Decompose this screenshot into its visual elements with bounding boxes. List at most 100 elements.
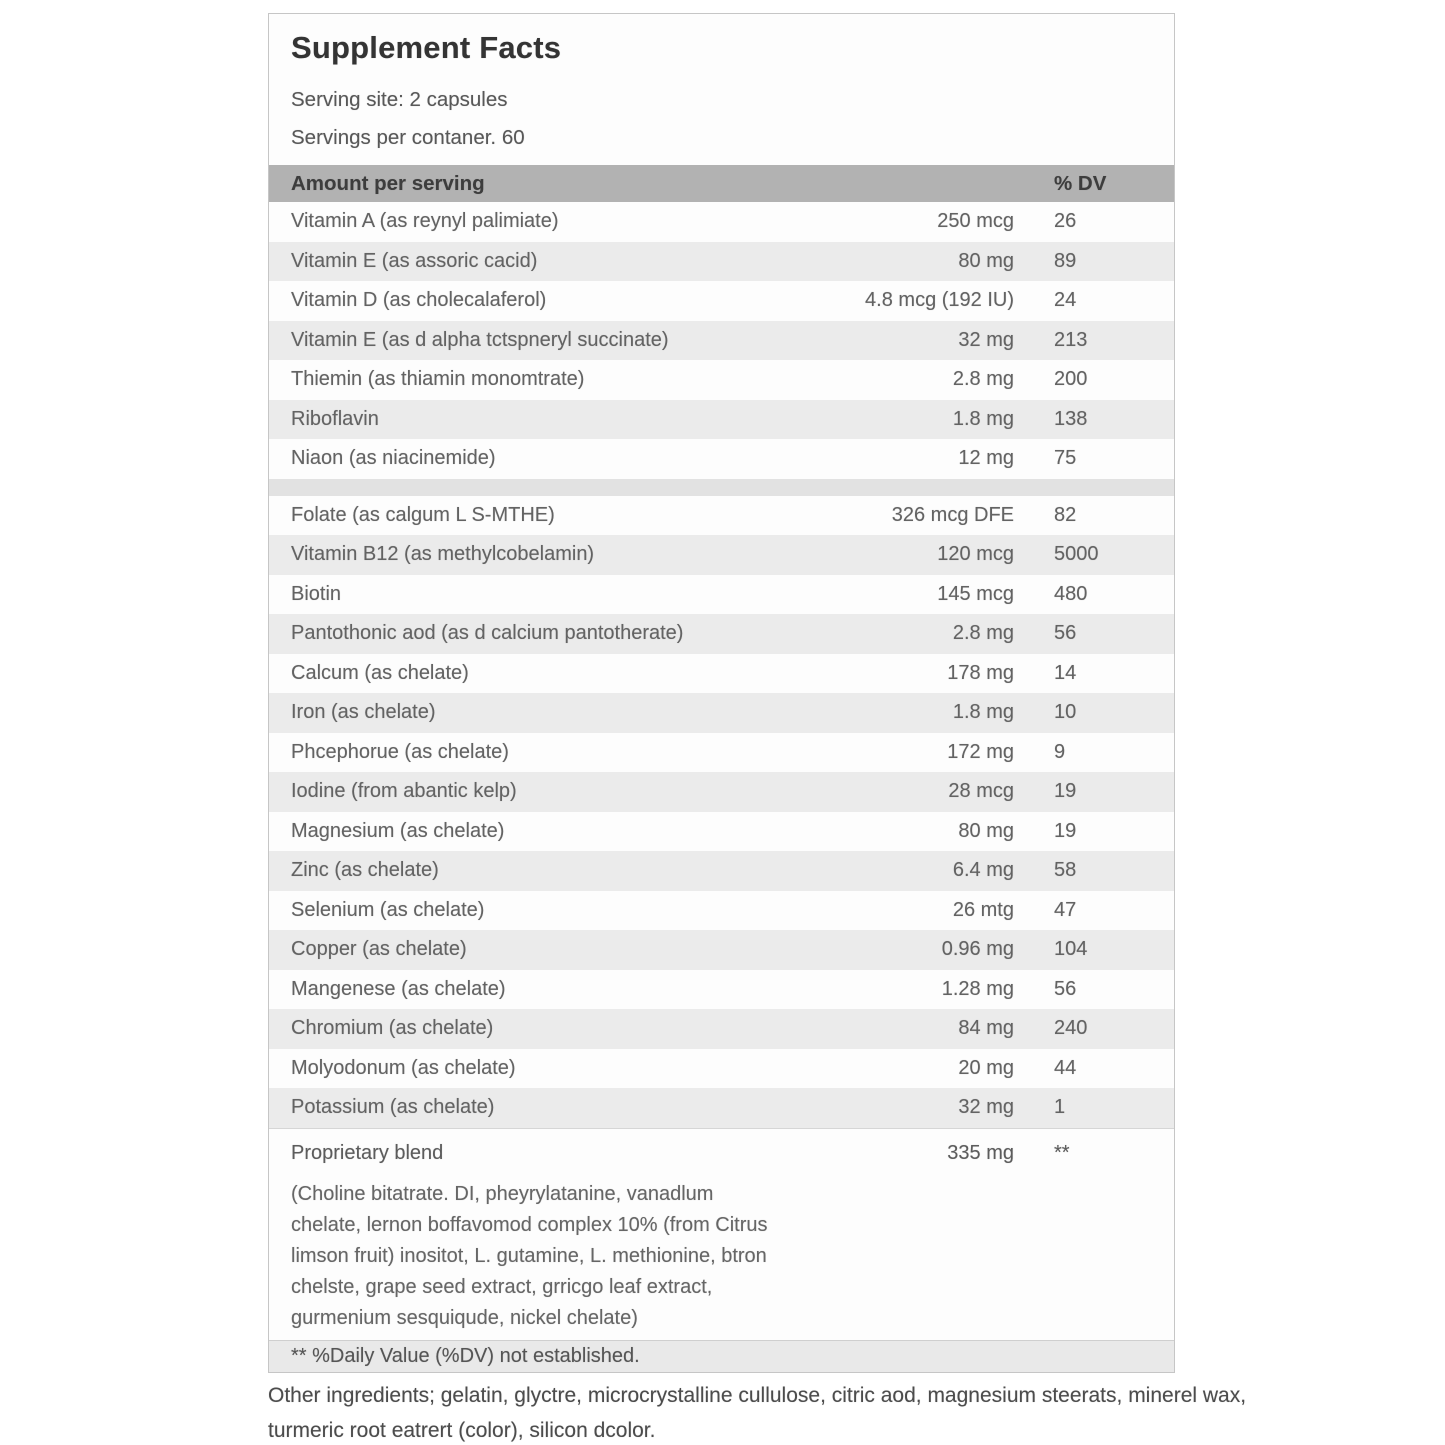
proprietary-blend-description: (Choline bitatrate. DI, pheyrylatanine, … (291, 1179, 1152, 1334)
nutrient-dv: 480 (1054, 582, 1088, 605)
nutrient-amount: 80 mg (958, 249, 1014, 272)
nutrient-amount: 2.8 mg (952, 368, 1014, 391)
nutrient-name: Iodine (from abantic kelp) (291, 780, 517, 803)
nutrient-name: Vitamin B12 (as methylcobelamin) (291, 543, 595, 566)
table-row: Chromium (as chelate) 84 mg 240 (269, 1009, 1174, 1049)
table-row: Niaon (as niacinemide) 12 mg 75 (269, 439, 1174, 479)
serving-size-text: Serving site: 2 capsules (291, 88, 508, 111)
nutrient-amount: 0.96 mg (941, 938, 1014, 961)
nutrient-name: Riboflavin (291, 407, 379, 430)
nutrient-dv: 19 (1054, 819, 1077, 842)
nutrient-name: Thiemin (as thiamin monomtrate) (291, 368, 585, 391)
nutrient-name: Iron (as chelate) (291, 701, 436, 724)
dv-footnote: ** %Daily Value (%DV) not established. (269, 1339, 1174, 1372)
nutrient-amount: 4.8 mcg (192 IU) (865, 289, 1014, 312)
blend-desc-line: chelste, grape seed extract, grricgo lea… (291, 1275, 713, 1298)
proprietary-blend-name: Proprietary blend (291, 1142, 444, 1164)
table-row: Pantothonic aod (as d calcium pantothera… (269, 614, 1174, 654)
nutrient-dv: 200 (1054, 368, 1088, 391)
nutrient-dv: 26 (1054, 210, 1077, 233)
table-row: Thiemin (as thiamin monomtrate) 2.8 mg 2… (269, 360, 1174, 400)
nutrient-amount: 26 mtg (952, 898, 1014, 921)
nutrient-name: Calcum (as chelate) (291, 661, 469, 684)
amount-per-serving-header: Amount per serving (291, 171, 485, 195)
nutrient-dv: 1 (1054, 1096, 1066, 1119)
table-row: Mangenese (as chelate) 1.28 mg 56 (269, 969, 1174, 1009)
nutrient-dv: 213 (1054, 328, 1088, 351)
table-row: Molyodonum (as chelate) 20 mg 44 (269, 1048, 1174, 1088)
table-row: Iron (as chelate) 1.8 mg 10 (269, 693, 1174, 733)
nutrient-amount: 6.4 mg (952, 859, 1014, 882)
nutrient-name: Biotin (291, 582, 342, 605)
nutrient-dv: 10 (1054, 701, 1077, 724)
nutrient-amount: 20 mg (958, 1056, 1014, 1079)
nutrient-dv: 47 (1054, 898, 1077, 921)
table-row: Calcum (as chelate) 178 mg 14 (269, 653, 1174, 693)
nutrient-dv: 24 (1054, 289, 1077, 312)
nutrient-amount: 120 mcg (937, 543, 1014, 566)
nutrient-name: Mangenese (as chelate) (291, 977, 506, 1000)
nutrient-dv: 75 (1054, 447, 1077, 470)
nutrient-amount: 80 mg (958, 819, 1014, 842)
table-row: Selenium (as chelate) 26 mtg 47 (269, 890, 1174, 930)
nutrient-amount: 2.8 mg (952, 622, 1014, 645)
nutrient-amount: 1.28 mg (941, 977, 1014, 1000)
table-row: Folate (as calgum L S-MTHE) 326 mcg DFE … (269, 495, 1174, 535)
proprietary-blend-section: Proprietary blend 335 mg ** (Choline bit… (269, 1127, 1174, 1340)
nutrient-name: Copper (as chelate) (291, 938, 467, 961)
table-row: Vitamin A (as reynyl palimiate) 250 mcg … (269, 202, 1174, 242)
supplement-facts-panel: Supplement Facts Serving site: 2 capsule… (268, 13, 1175, 1373)
table-row: Vitamin E (as d alpha tctspneryl succina… (269, 320, 1174, 360)
blend-desc-line: gurmenium sesquiqude, nickel chelate) (291, 1306, 638, 1329)
nutrient-name: Zinc (as chelate) (291, 859, 439, 882)
blend-desc-line: limson fruit) inositot, L. gutamine, L. … (291, 1244, 767, 1267)
nutrient-name: Vitamin E (as d alpha tctspneryl succina… (291, 328, 669, 351)
servings-per-container-text: Servings per contaner. 60 (291, 126, 525, 149)
nutrient-name: Vitamin A (as reynyl palimiate) (291, 210, 559, 233)
nutrient-dv: 5000 (1054, 543, 1099, 566)
panel-title: Supplement Facts (291, 30, 562, 65)
table-row: Vitamin B12 (as methylcobelamin) 120 mcg… (269, 535, 1174, 575)
table-row: Riboflavin 1.8 mg 138 (269, 399, 1174, 439)
nutrient-dv: 82 (1054, 503, 1077, 526)
table-row: Zinc (as chelate) 6.4 mg 58 (269, 851, 1174, 891)
table-row: Vitamin D (as cholecalaferol) 4.8 mcg (1… (269, 281, 1174, 321)
nutrient-amount: 145 mcg (937, 582, 1014, 605)
mineral-rows-group: Folate (as calgum L S-MTHE) 326 mcg DFE … (269, 495, 1174, 1128)
nutrient-dv: 9 (1054, 740, 1066, 763)
nutrient-name: Pantothonic aod (as d calcium pantothera… (291, 622, 684, 645)
table-row: Biotin 145 mcg 480 (269, 574, 1174, 614)
nutrient-name: Chromium (as chelate) (291, 1017, 494, 1040)
blend-desc-line: chelate, lernon boffavomod complex 10% (… (291, 1213, 768, 1236)
nutrient-dv: 56 (1054, 622, 1077, 645)
other-ingredients-line: Other ingredients; gelatin, glyctre, mic… (268, 1384, 1247, 1407)
nutrient-dv: 19 (1054, 780, 1077, 803)
nutrient-dv: 89 (1054, 249, 1077, 272)
proprietary-blend-row: Proprietary blend 335 mg ** (269, 1141, 1174, 1167)
table-header-row: Amount per serving % DV (269, 165, 1174, 202)
table-row: Magnesium (as chelate) 80 mg 19 (269, 811, 1174, 851)
percent-dv-header: % DV (1054, 171, 1107, 195)
vitamin-rows-group: Vitamin A (as reynyl palimiate) 250 mcg … (269, 202, 1174, 479)
nutrient-dv: 138 (1054, 407, 1088, 430)
nutrient-name: Vitamin D (as cholecalaferol) (291, 289, 547, 312)
nutrient-amount: 28 mcg (948, 780, 1014, 803)
table-row: Phcephorue (as chelate) 172 mg 9 (269, 732, 1174, 772)
nutrient-amount: 178 mg (947, 661, 1014, 684)
nutrient-name: Niaon (as niacinemide) (291, 447, 496, 470)
table-row: Iodine (from abantic kelp) 28 mcg 19 (269, 772, 1174, 812)
nutrient-name: Magnesium (as chelate) (291, 819, 505, 842)
nutrient-dv: 14 (1054, 661, 1077, 684)
proprietary-blend-amount: 335 mg (947, 1142, 1014, 1164)
nutrient-amount: 250 mcg (937, 210, 1014, 233)
nutrient-name: Molyodonum (as chelate) (291, 1056, 516, 1079)
nutrient-name: Folate (as calgum L S-MTHE) (291, 503, 555, 526)
nutrient-name: Phcephorue (as chelate) (291, 740, 509, 763)
nutrient-amount: 326 mcg DFE (891, 503, 1014, 526)
nutrient-dv: 104 (1054, 938, 1088, 961)
other-ingredients-line: turmeric root eatrert (color), silicon d… (268, 1419, 656, 1442)
nutrient-amount: 1.8 mg (952, 701, 1014, 724)
nutrient-dv: 56 (1054, 977, 1077, 1000)
nutrient-amount: 172 mg (947, 740, 1014, 763)
section-separator (269, 478, 1174, 496)
